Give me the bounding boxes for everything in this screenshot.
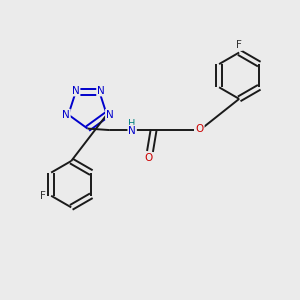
Text: N: N	[62, 110, 70, 120]
Text: F: F	[236, 40, 242, 50]
Text: N: N	[72, 85, 80, 96]
Text: N: N	[106, 110, 114, 120]
Text: F: F	[40, 191, 46, 201]
Text: N: N	[128, 126, 136, 136]
Text: N: N	[97, 85, 105, 96]
Text: O: O	[144, 153, 153, 163]
Text: O: O	[196, 124, 204, 134]
Text: H: H	[128, 118, 136, 128]
